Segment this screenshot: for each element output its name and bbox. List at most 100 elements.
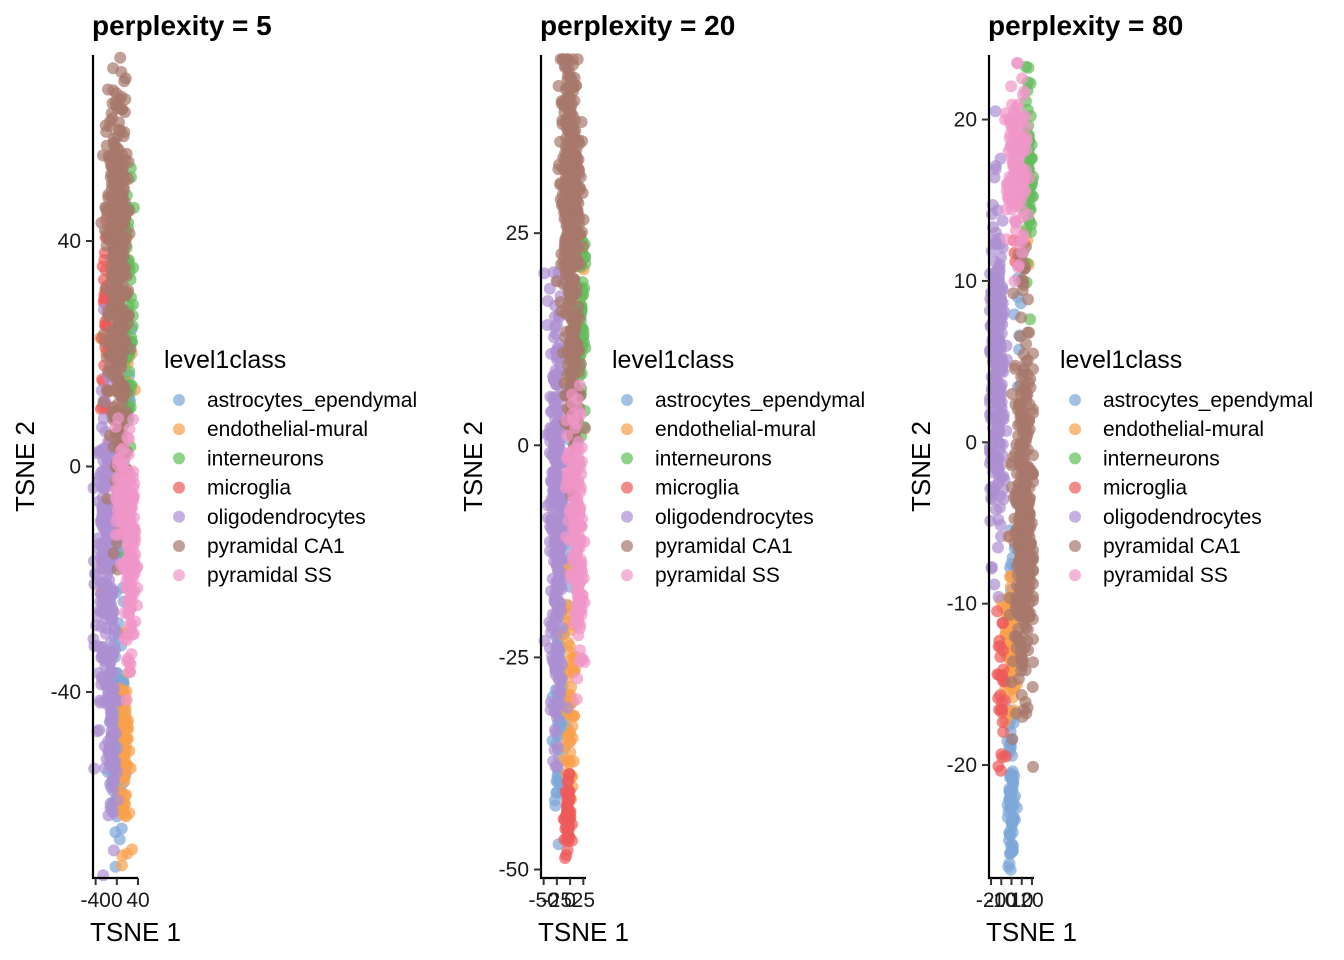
data-point <box>1006 785 1019 798</box>
data-point <box>996 214 1009 227</box>
data-point <box>998 694 1011 707</box>
panel-title: perplexity = 80 <box>988 10 1183 41</box>
data-point <box>108 773 121 786</box>
data-point <box>117 710 130 723</box>
legend-key <box>621 540 633 552</box>
data-point <box>114 51 127 64</box>
data-point <box>120 693 133 706</box>
data-point <box>1015 311 1028 324</box>
data-point <box>1013 609 1026 622</box>
data-point <box>99 336 111 349</box>
legend-title: level1class <box>164 346 286 374</box>
data-point <box>1003 591 1016 604</box>
x-tick-label: -50 <box>528 889 558 912</box>
data-point <box>1015 520 1028 533</box>
data-point <box>571 546 584 559</box>
data-point <box>566 347 579 360</box>
data-point <box>991 428 1004 441</box>
data-point <box>545 347 558 360</box>
data-point <box>548 744 561 756</box>
data-point <box>1006 733 1019 746</box>
data-point <box>558 202 571 215</box>
data-point <box>547 373 560 386</box>
data-point <box>107 199 120 212</box>
data-point <box>121 431 134 444</box>
data-point <box>107 167 120 180</box>
data-point <box>985 562 998 575</box>
legend-item: pyramidal CA1 <box>173 535 345 558</box>
data-point <box>561 112 574 125</box>
data-point <box>100 139 113 152</box>
y-axis-label: TSNE 2 <box>10 421 40 512</box>
data-point <box>96 555 109 568</box>
data-point <box>111 230 124 243</box>
data-point <box>1000 233 1013 246</box>
data-point <box>549 597 562 610</box>
data-point <box>1005 456 1018 469</box>
data-point <box>1011 560 1024 573</box>
data-point <box>547 466 560 479</box>
data-point <box>1023 513 1036 526</box>
data-point <box>572 308 584 321</box>
y-axis-label: TSNE 2 <box>906 421 936 512</box>
legend-item: astrocytes_ependymal <box>173 389 417 412</box>
data-point <box>107 62 120 75</box>
legend-key <box>1069 423 1081 436</box>
y-tick-label: 40 <box>58 230 81 253</box>
data-point <box>557 552 570 565</box>
panel-title: perplexity = 20 <box>540 10 735 41</box>
data-point <box>1011 57 1024 70</box>
data-point <box>567 358 580 371</box>
data-point <box>1027 656 1039 669</box>
data-point <box>551 786 564 799</box>
legend-label: interneurons <box>655 447 772 470</box>
data-point <box>553 502 566 515</box>
data-point <box>561 776 574 788</box>
legend-item: astrocytes_ependymal <box>621 389 865 412</box>
data-point <box>107 248 120 261</box>
x-tick-label: 10 <box>1010 889 1033 912</box>
legend-item: oligodendrocytes <box>1069 506 1262 529</box>
data-point <box>1024 566 1036 579</box>
data-point <box>564 263 577 276</box>
data-point <box>106 667 119 679</box>
legend-key <box>1069 452 1081 465</box>
data-point <box>116 859 128 872</box>
data-point <box>1021 354 1034 367</box>
y-tick-label: 20 <box>954 109 977 132</box>
data-point <box>126 542 139 554</box>
data-point <box>564 213 577 226</box>
data-point <box>549 705 562 718</box>
panel-3: perplexity = 8020100-10-20-20-1001020TSN… <box>906 10 1313 947</box>
data-point <box>573 578 586 591</box>
data-point <box>122 607 135 620</box>
legend-key <box>621 394 633 406</box>
data-point <box>568 273 581 286</box>
legend-item: oligodendrocytes <box>173 506 366 529</box>
data-point <box>126 843 138 856</box>
data-point <box>1013 398 1025 411</box>
data-point <box>1005 772 1018 785</box>
data-point <box>1008 362 1021 375</box>
data-point <box>548 399 561 411</box>
legend-item: pyramidal CA1 <box>621 535 793 558</box>
data-point <box>1006 388 1019 400</box>
x-tick-label: 20 <box>1020 889 1043 912</box>
data-point <box>102 735 115 748</box>
data-point <box>109 384 121 397</box>
legend-key <box>621 569 633 582</box>
y-tick-label: -50 <box>499 859 529 882</box>
legend-key <box>1069 569 1081 582</box>
data-point <box>548 485 561 498</box>
data-point <box>560 452 573 465</box>
points-layer <box>538 53 592 864</box>
data-point <box>563 639 576 652</box>
x-tick-label: 0 <box>564 889 576 912</box>
data-point <box>557 96 569 108</box>
legend-item: interneurons <box>621 447 772 470</box>
data-point <box>552 438 565 451</box>
data-point <box>1017 231 1030 244</box>
data-point <box>563 505 576 518</box>
data-point <box>1014 330 1027 343</box>
